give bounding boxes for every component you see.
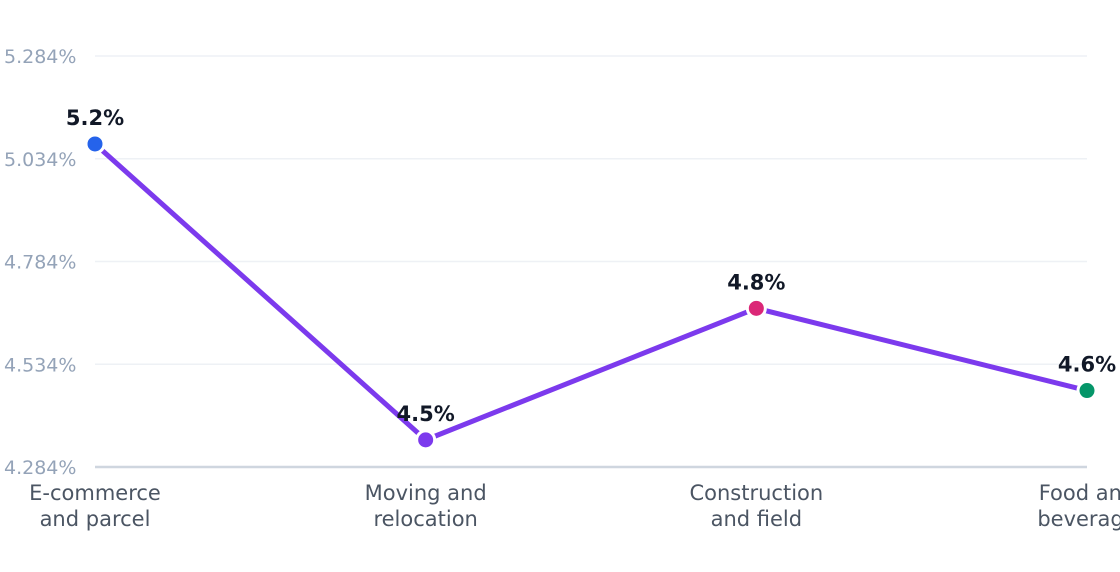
x-tick-label-line: and field xyxy=(711,507,803,531)
series-layer xyxy=(84,133,1098,451)
y-tick-label: 4.534% xyxy=(4,354,76,376)
x-tick-label: Moving and relocation xyxy=(365,481,487,531)
data-label: 4.5% xyxy=(397,402,455,426)
y-tick-label: 5.034% xyxy=(4,149,76,171)
x-axis: E-commerce and parcel Moving and relocation… xyxy=(29,481,1120,531)
x-tick-label-line: Moving and xyxy=(365,481,487,505)
x-tick-label-line: beverage xyxy=(1037,507,1120,531)
y-tick-label: 4.284% xyxy=(4,457,76,479)
x-tick-label: E-commerce and parcel xyxy=(29,481,161,531)
y-tick-label: 5.284% xyxy=(4,46,76,68)
x-tick-label-line: Food and xyxy=(1039,481,1120,505)
data-label: 4.8% xyxy=(727,270,785,294)
x-tick-label-line: Construction xyxy=(689,481,823,505)
y-axis: 4.284% 4.534% 4.784% 5.034% 5.284% xyxy=(4,46,76,479)
data-point xyxy=(1076,380,1098,402)
data-label: 4.6% xyxy=(1058,353,1116,377)
x-tick-label-line: relocation xyxy=(373,507,477,531)
data-point xyxy=(745,297,767,319)
data-label: 5.2% xyxy=(66,106,124,130)
x-tick-label-line: and parcel xyxy=(40,507,151,531)
x-tick-label: Food andbeverage xyxy=(1037,481,1120,531)
data-point xyxy=(84,133,106,155)
x-tick-label: Construction and field xyxy=(689,481,823,531)
data-point xyxy=(415,429,437,451)
series-line xyxy=(92,141,1090,443)
y-tick-label: 4.784% xyxy=(4,252,76,274)
grid-layer xyxy=(95,55,1087,469)
data-label-layer: 5.2% 4.5% 4.8% 4.6% xyxy=(66,106,1116,426)
x-tick-label-line: E-commerce xyxy=(29,481,161,505)
